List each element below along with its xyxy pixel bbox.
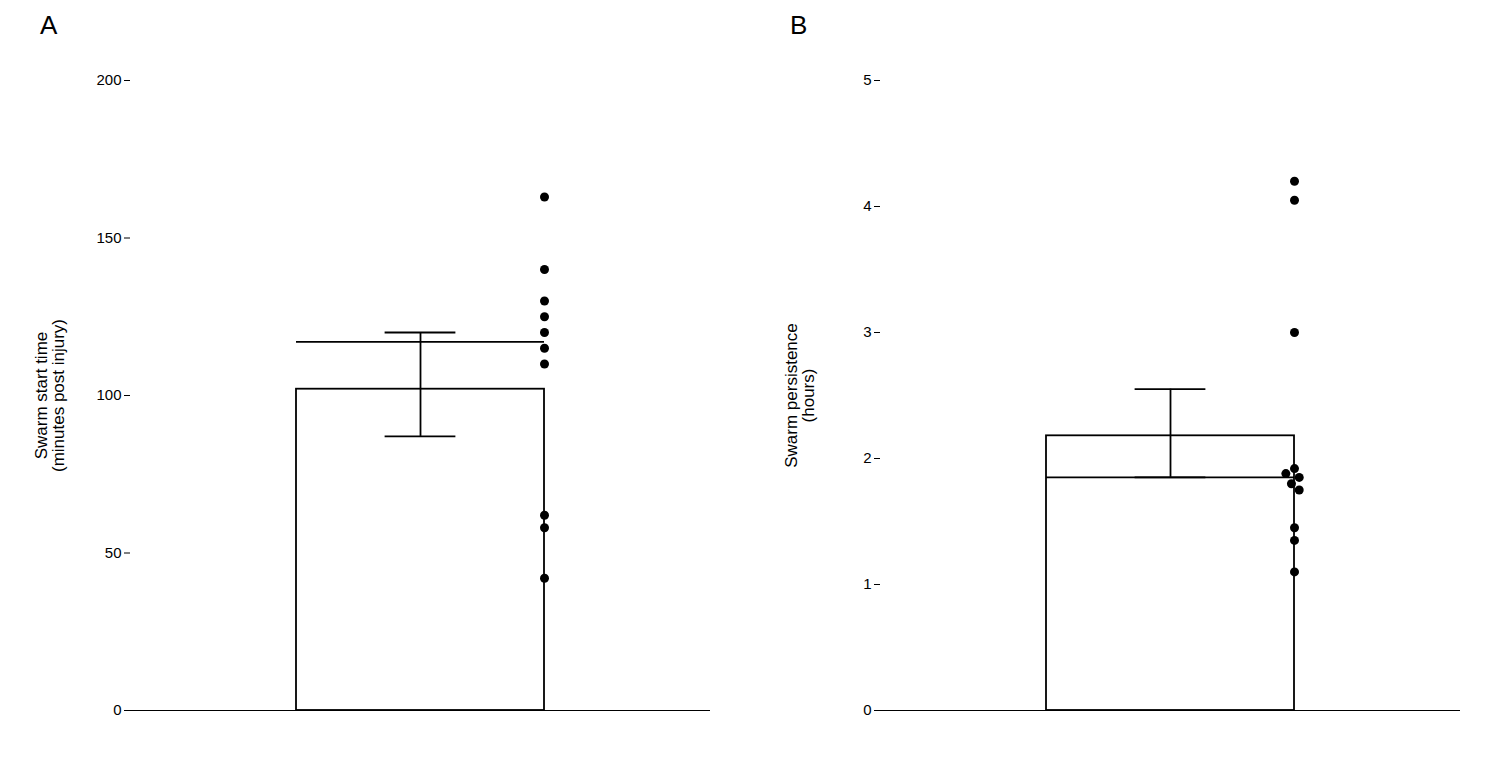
svg-text:100: 100 [96, 386, 121, 403]
svg-text:1: 1 [863, 575, 871, 592]
svg-text:Swarm persistence(hours): Swarm persistence(hours) [782, 323, 818, 468]
html-text:A: A [40, 10, 58, 40]
svg-text:4: 4 [863, 197, 871, 214]
svg-text:0: 0 [113, 701, 121, 718]
svg-text:150: 150 [96, 229, 121, 246]
svg-text:Swarm start time(minutes post: Swarm start time(minutes post injury) [32, 319, 68, 472]
svg-text:50: 50 [105, 544, 122, 561]
svg-text:3: 3 [863, 323, 871, 340]
svg-text:5: 5 [863, 71, 871, 88]
html-text:B: B [790, 10, 808, 40]
svg-text:0: 0 [863, 701, 871, 718]
svg-text:200: 200 [96, 71, 121, 88]
svg-text:2: 2 [863, 449, 871, 466]
